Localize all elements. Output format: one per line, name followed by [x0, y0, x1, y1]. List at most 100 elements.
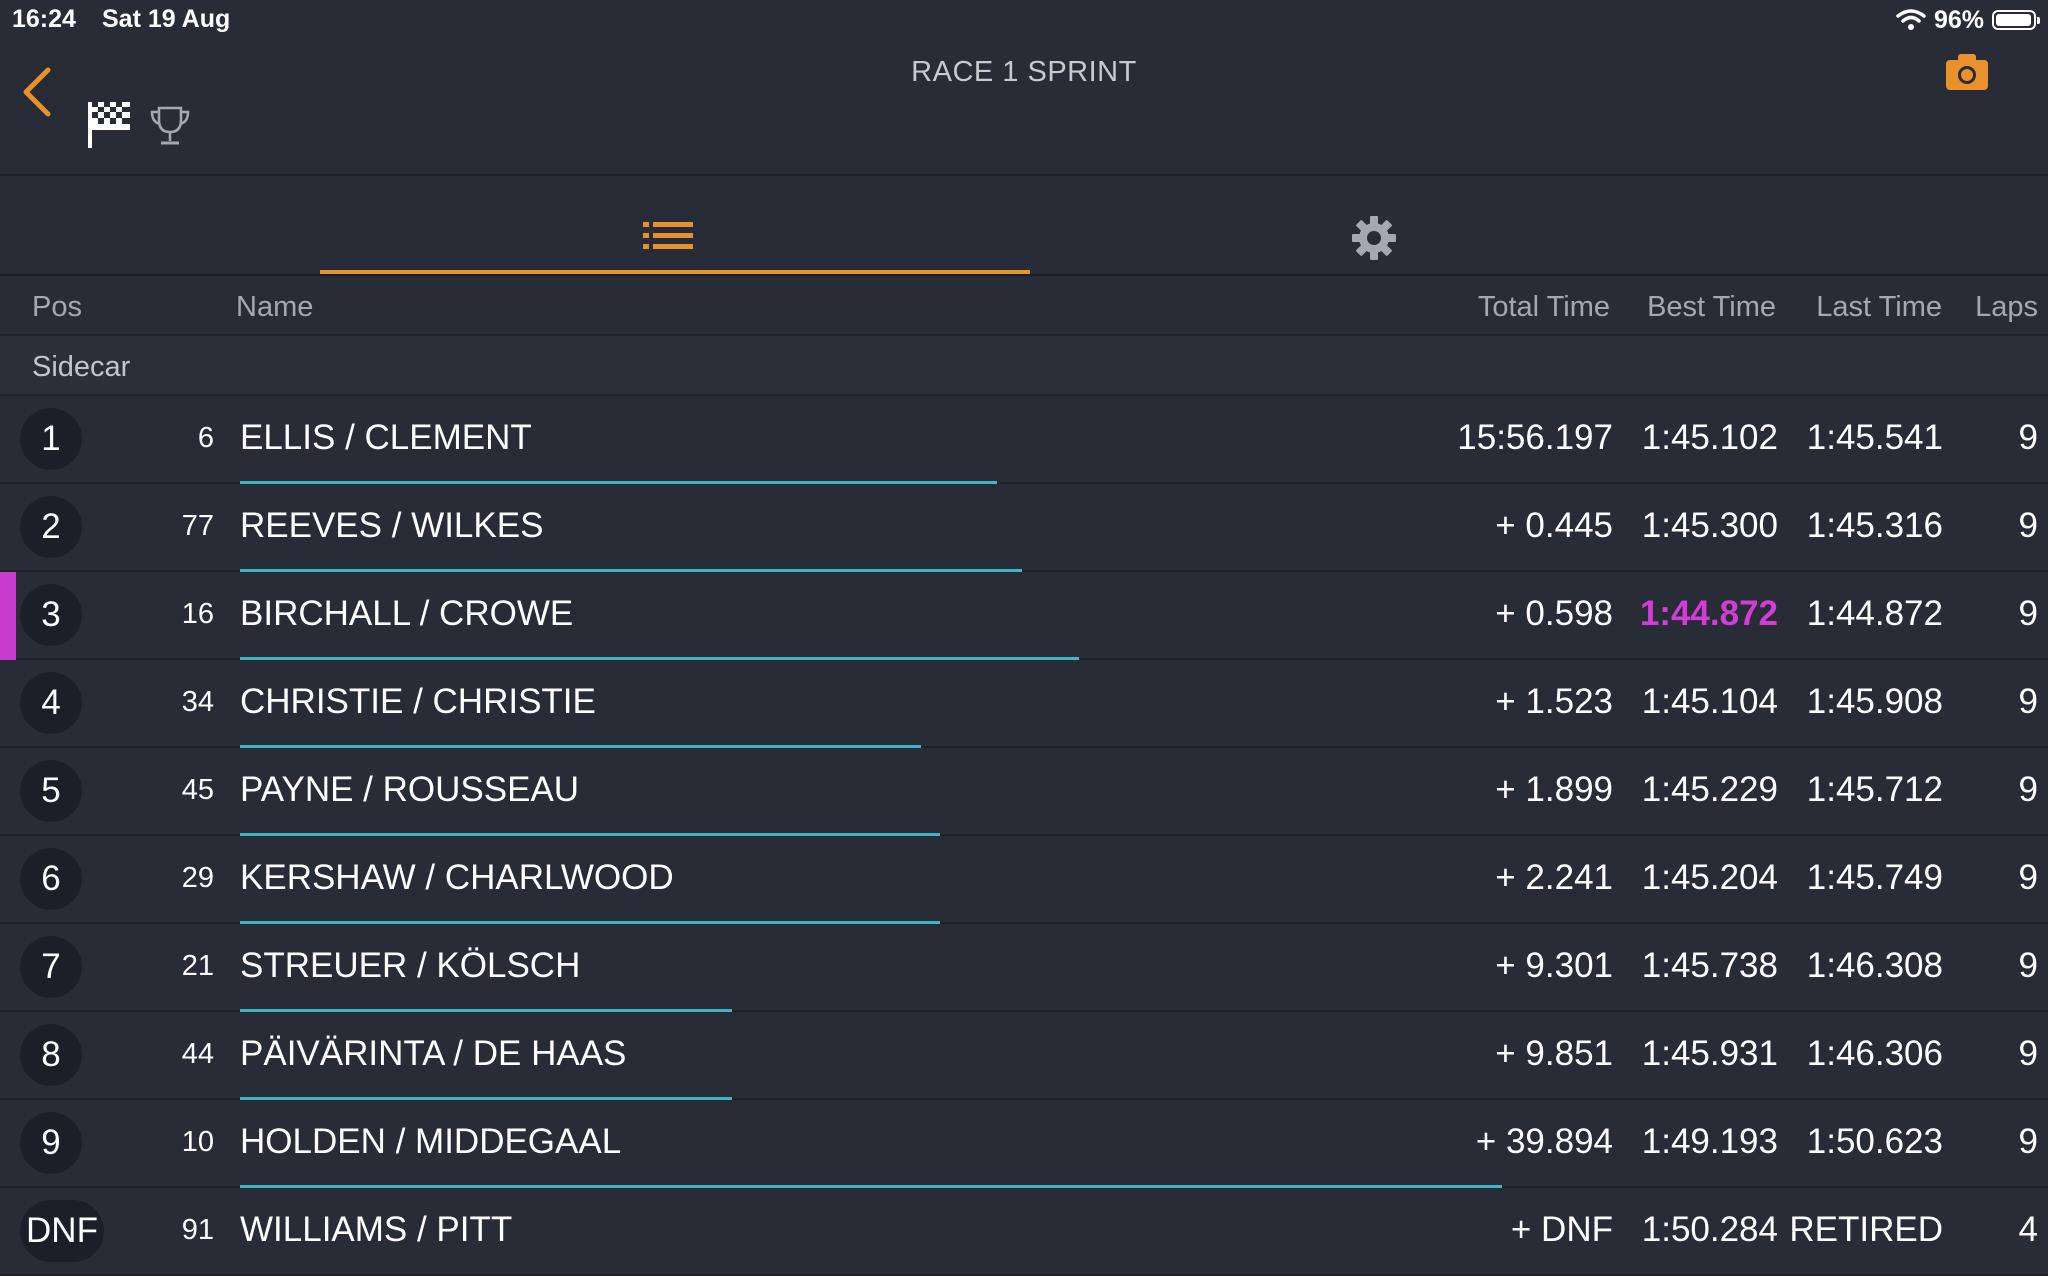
gap-bar [240, 833, 940, 836]
camera-icon[interactable] [1944, 52, 1990, 92]
race-number: 44 [181, 1038, 214, 1070]
column-header-row: Pos Name Total Time Best Time Last Time … [0, 276, 2048, 336]
rider-names: KERSHAW / CHARLWOOD [240, 858, 674, 897]
laps: 9 [2018, 1122, 2038, 1161]
status-time: 16:24 [12, 5, 76, 33]
list-icon [643, 222, 693, 249]
position-badge: 9 [20, 1112, 82, 1174]
laps: 9 [2018, 506, 2038, 545]
position-badge: 4 [20, 672, 82, 734]
position-badge: 2 [20, 496, 82, 558]
gap-bar [240, 745, 921, 748]
battery-cap [2037, 17, 2040, 24]
column-name[interactable]: Name [236, 291, 314, 323]
gap-bar [240, 1009, 732, 1012]
checkered-flag-icon [88, 102, 130, 148]
table-row[interactable]: 8 44 PÄIVÄRINTA / DE HAAS + 9.851 1:45.931 1:… [0, 1012, 2048, 1100]
gap-bar [240, 1185, 1502, 1188]
rider-names: REEVES / WILKES [240, 506, 544, 545]
results-table: 1 6 ELLIS / CLEMENT 15:56.197 1:45.102 1:45.5… [0, 396, 2048, 1276]
best-time: 1:45.102 [1641, 418, 1778, 457]
gear-icon [1352, 216, 1396, 260]
rider-names: WILLIAMS / PITT [240, 1210, 513, 1249]
last-time: 1:45.316 [1806, 506, 1943, 545]
laps: 9 [2018, 682, 2038, 721]
column-best-time[interactable]: Best Time [1647, 291, 1776, 323]
gap-bar [240, 1097, 732, 1100]
total-time: + 9.851 [1495, 1034, 1613, 1073]
position-badge: 7 [20, 936, 82, 998]
active-tab-indicator [320, 270, 1030, 274]
battery-icon [1992, 10, 2040, 30]
total-time: + DNF [1510, 1210, 1613, 1249]
table-row[interactable]: 6 29 KERSHAW / CHARLWOOD + 2.241 1:45.204 1:4… [0, 836, 2048, 924]
status-right: 96% [1896, 5, 2040, 35]
best-time: 1:45.104 [1641, 682, 1778, 721]
best-time: 1:45.931 [1641, 1034, 1778, 1073]
race-number: 10 [181, 1126, 214, 1158]
gap-bar [240, 657, 1079, 660]
status-bar: 16:24 Sat 19 Aug 96% [0, 0, 2048, 40]
race-number: 6 [197, 422, 214, 454]
column-last-time[interactable]: Last Time [1816, 291, 1942, 323]
total-time: 15:56.197 [1457, 418, 1613, 457]
race-number: 91 [181, 1214, 214, 1246]
column-pos[interactable]: Pos [32, 291, 82, 323]
laps: 9 [2018, 418, 2038, 457]
laps: 9 [2018, 594, 2038, 633]
race-number: 34 [181, 686, 214, 718]
best-time: 1:45.204 [1641, 858, 1778, 897]
rider-names: CHRISTIE / CHRISTIE [240, 682, 596, 721]
total-time: + 0.598 [1495, 594, 1613, 633]
table-row[interactable]: 3 16 BIRCHALL / CROWE + 0.598 1:44.872 1:44.8… [0, 572, 2048, 660]
rider-names: PÄIVÄRINTA / DE HAAS [240, 1034, 627, 1073]
race-number: 29 [181, 862, 214, 894]
best-time: 1:45.229 [1641, 770, 1778, 809]
last-time: 1:46.306 [1806, 1034, 1943, 1073]
best-time: 1:45.300 [1641, 506, 1778, 545]
total-time: + 1.523 [1495, 682, 1613, 721]
laps: 4 [2018, 1210, 2038, 1249]
last-time: 1:45.541 [1806, 418, 1943, 457]
chevron-left-icon[interactable] [18, 60, 58, 120]
position-badge: 1 [20, 408, 82, 470]
gap-bar [240, 481, 997, 484]
table-row[interactable]: 7 21 STREUER / KÖLSCH + 9.301 1:45.738 1:46.3… [0, 924, 2048, 1012]
column-total-time[interactable]: Total Time [1477, 291, 1610, 323]
position-badge: 5 [20, 760, 82, 822]
rider-names: BIRCHALL / CROWE [240, 594, 574, 633]
race-number: 21 [181, 950, 214, 982]
trophy-icon[interactable] [148, 104, 192, 148]
laps: 9 [2018, 1034, 2038, 1073]
table-row[interactable]: 9 10 HOLDEN / MIDDEGAAL + 39.894 1:49.193 1:5… [0, 1100, 2048, 1188]
best-time: 1:45.738 [1641, 946, 1778, 985]
table-row[interactable]: 1 6 ELLIS / CLEMENT 15:56.197 1:45.102 1:45.5… [0, 396, 2048, 484]
battery-percent: 96% [1933, 5, 1984, 34]
table-row[interactable]: 5 45 PAYNE / ROUSSEAU + 1.899 1:45.229 1:45.7… [0, 748, 2048, 836]
table-row[interactable]: 2 77 REEVES / WILKES + 0.445 1:45.300 1:45.31… [0, 484, 2048, 572]
gap-bar [240, 569, 1022, 572]
table-row[interactable]: 4 34 CHRISTIE / CHRISTIE + 1.523 1:45.104 1:4… [0, 660, 2048, 748]
page-title: RACE 1 SPRINT [911, 56, 1137, 88]
best-time: 1:44.872 [1639, 594, 1778, 633]
last-time: 1:45.749 [1806, 858, 1943, 897]
last-time: 1:46.308 [1806, 946, 1943, 985]
laps: 9 [2018, 946, 2038, 985]
table-row[interactable]: DNF 91 WILLIAMS / PITT + DNF 1:50.284 RETIRED… [0, 1188, 2048, 1276]
column-laps[interactable]: Laps [1975, 291, 2038, 323]
position-badge: 6 [20, 848, 82, 910]
total-time: + 1.899 [1495, 770, 1613, 809]
rider-names: PAYNE / ROUSSEAU [240, 770, 580, 809]
laps: 9 [2018, 858, 2038, 897]
position-badge: 8 [20, 1024, 82, 1086]
fastest-lap-marker [0, 572, 16, 660]
best-time: 1:49.193 [1641, 1122, 1778, 1161]
header: RACE 1 SPRINT [0, 40, 2048, 176]
total-time: + 2.241 [1495, 858, 1613, 897]
tab-settings[interactable] [1030, 176, 1740, 274]
total-time: + 39.894 [1475, 1122, 1613, 1161]
gap-bar [240, 921, 940, 924]
tab-results-list[interactable] [320, 176, 1030, 274]
tab-bar [0, 176, 2048, 276]
race-number: 45 [181, 774, 214, 806]
